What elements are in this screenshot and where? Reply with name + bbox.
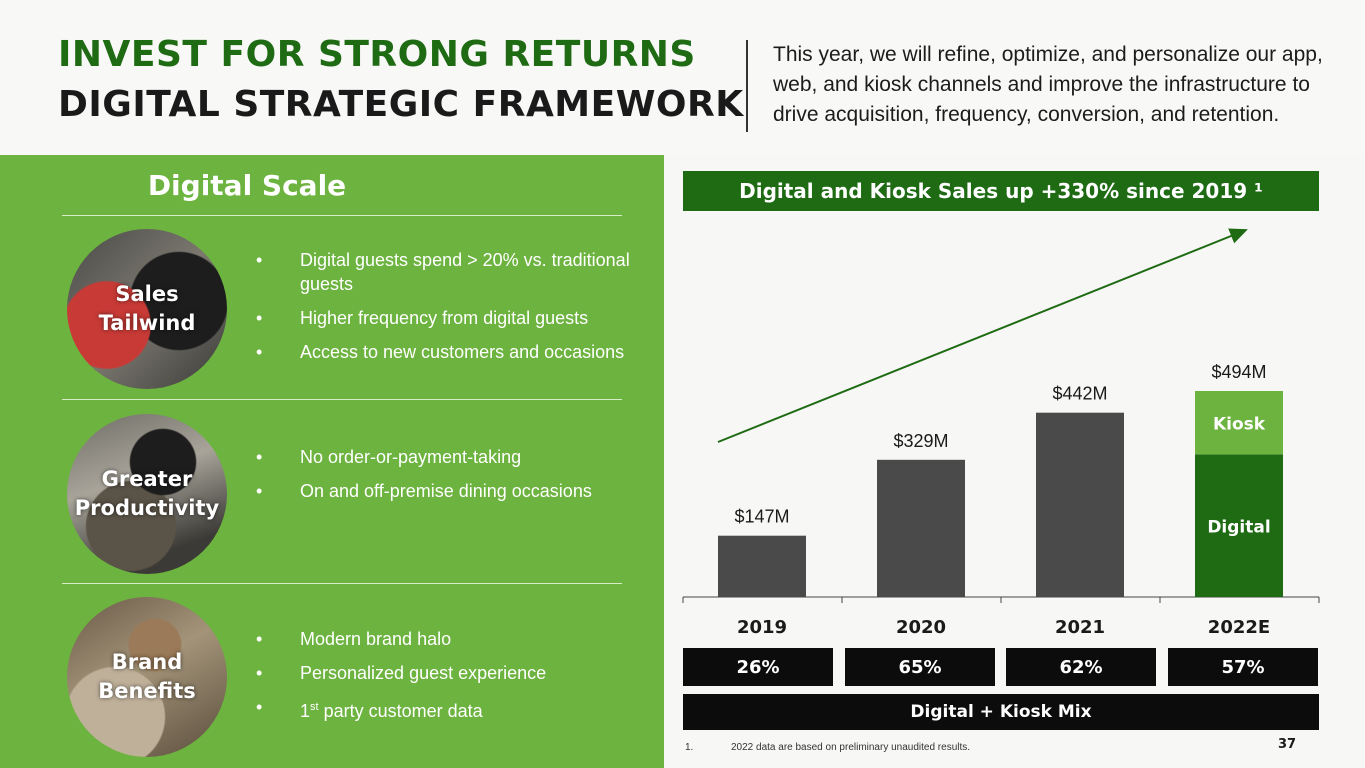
bullet-item: 1st party customer data: [256, 695, 546, 723]
bar: [718, 535, 806, 597]
sales-bar-chart: $147M 2019 $329M 2020 $442M 2021 Digital Kiosk $…: [682, 228, 1320, 638]
bar-segment-kiosk: [1195, 391, 1283, 455]
bullet-item: Digital guests spend > 20% vs. tradition…: [256, 248, 664, 296]
series-label-kiosk: Kiosk: [1213, 415, 1266, 435]
mix-title: Digital + Kiosk Mix: [683, 694, 1319, 730]
greater-productivity-bullets: No order-or-payment-taking On and off-pr…: [256, 445, 592, 513]
greater-productivity-label: Greater Productivity: [74, 467, 220, 520]
brand-benefits-image: Brand Benefits: [67, 597, 227, 757]
divider: [62, 583, 622, 584]
digital-scale-title: Digital Scale: [147, 169, 347, 202]
category-label: 2022E: [1208, 617, 1270, 638]
bar-segment-digital: [1195, 454, 1283, 597]
bullet-item: On and off-premise dining occasions: [256, 479, 592, 503]
brand-benefits-bullets: Modern brand halo Personalized guest exp…: [256, 627, 546, 733]
divider: [62, 215, 622, 216]
data-label: $442M: [1052, 384, 1107, 404]
mix-value: 26%: [683, 648, 833, 686]
bar: [877, 459, 965, 597]
brand-benefits-label: Brand Benefits: [98, 650, 196, 703]
sales-tailwind-label: Sales Tailwind: [98, 282, 196, 335]
bullet-item: Personalized guest experience: [256, 661, 546, 685]
footnote-number: 1.: [685, 742, 694, 753]
digital-scale-panel: Digital Scale Sales Tailwind Digital gue…: [0, 155, 664, 768]
category-label: 2020: [896, 617, 946, 638]
bullet-item: Access to new customers and occasions: [256, 340, 664, 364]
bullet-item: Higher frequency from digital guests: [256, 306, 664, 330]
title-line2: DIGITAL STRATEGIC FRAMEWORK: [58, 84, 744, 125]
chart-title: Digital and Kiosk Sales up +330% since 2…: [683, 171, 1319, 211]
sales-tailwind-image: Sales Tailwind: [67, 229, 227, 389]
bar: [1036, 412, 1124, 597]
category-label: 2019: [737, 617, 787, 638]
mix-value: 65%: [845, 648, 995, 686]
page-number: 37: [1278, 737, 1297, 752]
title-line1: INVEST FOR STRONG RETURNS: [58, 34, 696, 75]
bullet-item: No order-or-payment-taking: [256, 445, 592, 469]
divider: [62, 399, 622, 400]
header-summary: This year, we will refine, optimize, and…: [773, 43, 1323, 126]
header-divider: [746, 40, 748, 132]
series-label-digital: Digital: [1207, 518, 1270, 538]
bullet-item: Modern brand halo: [256, 627, 546, 651]
category-label: 2021: [1055, 617, 1105, 638]
trend-arrow: [717, 228, 1248, 443]
sales-tailwind-bullets: Digital guests spend > 20% vs. tradition…: [256, 248, 664, 374]
header: INVEST FOR STRONG RETURNS DIGITAL STRATE…: [0, 0, 1365, 155]
mix-value: 57%: [1168, 648, 1318, 686]
footnote: 1. 2022 data are based on preliminary una…: [685, 742, 970, 753]
data-label: $329M: [893, 431, 948, 451]
mix-value: 62%: [1006, 648, 1156, 686]
footnote-text: 2022 data are based on preliminary unaud…: [731, 742, 971, 753]
greater-productivity-image: Greater Productivity: [67, 414, 227, 574]
data-label: $147M: [734, 507, 789, 527]
data-label: $494M: [1211, 362, 1266, 382]
